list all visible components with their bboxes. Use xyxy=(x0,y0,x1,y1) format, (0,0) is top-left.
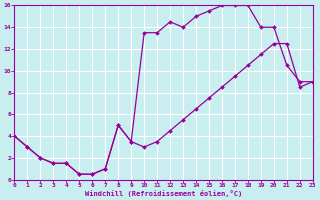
X-axis label: Windchill (Refroidissement éolien,°C): Windchill (Refroidissement éolien,°C) xyxy=(85,190,242,197)
